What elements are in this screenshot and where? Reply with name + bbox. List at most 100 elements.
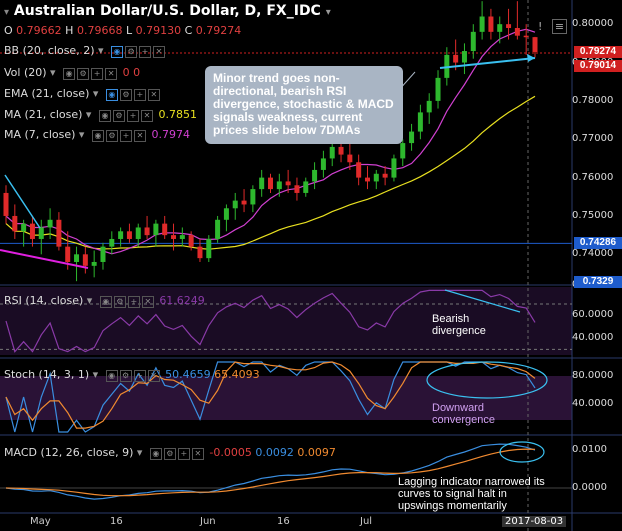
rsi-divergence-line <box>444 289 521 313</box>
rsi-label: RSI (14, close) <box>4 294 84 307</box>
symbol-title: ▾ Australian Dollar/U.S. Dollar, D, FX_I… <box>4 3 331 19</box>
price-marker-box: 0.79014 <box>574 59 622 72</box>
candle-body <box>373 173 379 182</box>
ma7-line <box>5 28 536 255</box>
candle-body <box>171 235 177 239</box>
candle-body <box>426 100 432 113</box>
indicator-tools[interactable]: ◉ ⚙ + ✕ <box>98 108 155 122</box>
candle-body <box>109 238 115 247</box>
candle-body <box>532 37 538 53</box>
rsi-tick-label: 40.0000 <box>572 332 614 343</box>
stoch-k-value: 50.4659 <box>165 368 211 381</box>
ma21-label: MA (21, close) <box>4 108 83 121</box>
price-tick-label: 0.80000 <box>572 18 614 30</box>
candle-body <box>497 24 503 32</box>
candle-body <box>347 154 353 163</box>
candle-body <box>91 261 97 266</box>
stoch-note: Downward convergence <box>432 402 495 426</box>
candle-body <box>409 131 415 144</box>
indicator-tools[interactable]: ◉ ⚙ + ✕ <box>91 128 148 142</box>
stoch-tick-label: 40.0000 <box>572 398 614 409</box>
price-tick-label: 0.75000 <box>572 209 614 221</box>
indicator-tools[interactable]: ◉ ⚙ + ✕ <box>63 66 119 80</box>
candle-body <box>100 246 106 262</box>
candle-body <box>453 54 459 63</box>
price-marker-box: 0.79274 <box>574 46 622 59</box>
high-value: 0.79668 <box>76 24 123 37</box>
close-value: 0.79274 <box>195 24 242 37</box>
price-marker-box: 0.7329 <box>574 276 622 288</box>
macd-signal-value: 0.0097 <box>297 446 336 459</box>
price-marker-box: 0.74286 <box>574 237 622 250</box>
macd-note: Lagging indicator narrowed its curves to… <box>398 476 545 512</box>
open-value: 0.79662 <box>16 24 62 37</box>
trendline-magenta <box>0 249 89 269</box>
ma21-legend[interactable]: MA (21, close) ▾ ◉ ⚙ + ✕ 0.7851 <box>4 108 197 122</box>
time-tick-label: Jul <box>360 516 373 527</box>
candle-body <box>514 28 520 36</box>
vol-label: Vol (20) <box>4 66 47 79</box>
info-icon[interactable]: ! <box>538 20 543 33</box>
ema-label: EMA (21, close) <box>4 87 90 100</box>
chevron-down-icon[interactable]: ▾ <box>325 7 331 18</box>
candle-body <box>285 181 291 186</box>
candle-body <box>118 231 124 239</box>
collapse-icon[interactable]: ▾ <box>4 7 10 18</box>
macd-line-value: 0.0092 <box>255 446 294 459</box>
trendline-cyan-down <box>4 174 41 229</box>
indicator-tools[interactable]: ◉ ⚙ + ✕ <box>111 44 167 58</box>
indicator-tools[interactable]: ◉ ⚙ + ✕ <box>99 294 156 308</box>
candle-body <box>47 219 53 228</box>
candle-body <box>488 16 494 32</box>
candle-body <box>250 189 256 205</box>
candle-body <box>320 158 326 170</box>
candle-body <box>223 208 229 220</box>
indicator-tools[interactable]: ◉ ⚙ + ✕ <box>149 446 206 460</box>
arrow-head <box>527 54 535 62</box>
candle-body <box>144 227 150 236</box>
ma7-legend[interactable]: MA (7, close) ▾ ◉ ⚙ + ✕ 0.7974 <box>4 128 190 142</box>
candle-body <box>400 143 406 159</box>
bb-legend[interactable]: BB (20, close, 2) ▾ ◉ ⚙ + ✕ <box>4 44 167 58</box>
candle-body <box>56 219 62 247</box>
analysis-callout: Minor trend goes non-directional, bearis… <box>205 66 403 144</box>
macd-legend[interactable]: MACD (12, 26, close, 9) ▾ ◉ ⚙ + ✕ -0.0005 0… <box>4 446 336 460</box>
candle-body <box>268 177 273 190</box>
macd-tick-label: 0.0000 <box>572 482 607 493</box>
ma21-value: 0.7851 <box>158 108 197 121</box>
stoch-legend[interactable]: Stoch (14, 3, 1) ▾ ◉ ⚙ + ✕ 50.4659 65.4093 <box>4 368 260 382</box>
ema-legend[interactable]: EMA (21, close) ▾ ◉ ⚙ + ✕ <box>4 87 162 101</box>
low-value: 0.79130 <box>135 24 182 37</box>
price-tick-label: 0.76000 <box>572 171 614 183</box>
candle-body <box>82 254 88 266</box>
candle-body <box>417 112 423 132</box>
price-tick-label: 0.78000 <box>572 94 614 106</box>
stoch-highlight-ellipse <box>426 361 548 399</box>
candle-body <box>303 181 309 193</box>
macd-label: MACD (12, 26, close, 9) <box>4 446 134 459</box>
candle-body <box>461 51 467 63</box>
time-tick-label: 2017-08-03 <box>502 516 567 527</box>
vol-legend[interactable]: Vol (20) ▾ ◉ ⚙ + ✕ 0 0 <box>4 66 141 80</box>
price-tick-label: 0.77000 <box>572 133 614 145</box>
time-tick-label: May <box>30 516 51 527</box>
candle-body <box>382 173 388 178</box>
rsi-legend[interactable]: RSI (14, close) ▾ ◉ ⚙ + ✕ 61.6249 <box>4 294 205 308</box>
macd-highlight-ellipse <box>499 441 545 463</box>
candle-body <box>188 235 194 247</box>
candle-body <box>523 35 529 38</box>
candle-body <box>215 219 221 239</box>
candle-body <box>506 24 512 29</box>
candle-body <box>135 227 141 239</box>
indicator-tools[interactable]: ◉ ⚙ + ✕ <box>105 368 162 382</box>
candle-body <box>65 246 71 262</box>
candle-body <box>276 181 282 190</box>
indicator-tools[interactable]: ◉ ⚙ + ✕ <box>105 87 162 101</box>
candle-body <box>126 231 132 239</box>
scale-icon[interactable]: ≡ <box>551 19 568 34</box>
stoch-tick-label: 80.0000 <box>572 370 614 381</box>
candle-body <box>162 223 168 236</box>
candle-body <box>179 235 185 239</box>
candle-body <box>294 185 300 193</box>
